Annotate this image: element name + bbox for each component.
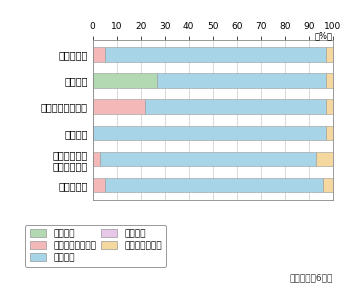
Bar [323, 178, 333, 192]
Bar [326, 73, 333, 88]
Bar [326, 99, 333, 114]
Text: 出典は付注6参照: 出典は付注6参照 [289, 273, 333, 282]
Bar [105, 178, 323, 192]
Legend: 日本企業, アジア太平洋企業, 北米企業, 西欧企業, その他地域企業: 日本企業, アジア太平洋企業, 北米企業, 西欧企業, その他地域企業 [25, 225, 166, 266]
Bar [105, 47, 326, 62]
Bar [326, 126, 333, 140]
Bar [93, 99, 145, 114]
Bar [93, 178, 105, 192]
Bar [326, 47, 333, 62]
Bar [93, 126, 326, 140]
Bar [316, 152, 333, 166]
Bar [93, 47, 105, 62]
Text: （%）: （%） [315, 31, 333, 40]
Bar [157, 73, 326, 88]
Bar [100, 152, 316, 166]
Bar [145, 99, 326, 114]
Bar [93, 152, 100, 166]
Bar [93, 73, 157, 88]
